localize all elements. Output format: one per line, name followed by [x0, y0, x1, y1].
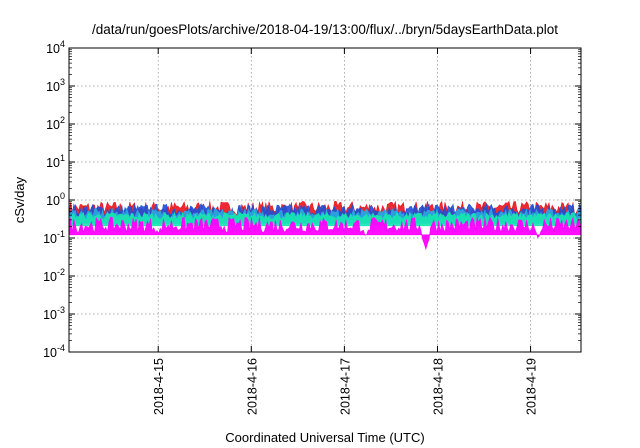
x-axis-label: Coordinated Universal Time (UTC) [225, 430, 424, 445]
y-tick-label: 102 [46, 115, 65, 132]
y-tick-label: 104 [46, 39, 65, 56]
y-tick-label: 103 [46, 77, 65, 94]
x-tick-label: 2018-4-16 [245, 358, 259, 415]
x-tick-label: 2018-4-17 [338, 358, 352, 415]
chart-title: /data/run/goesPlots/archive/2018-04-19/1… [92, 22, 558, 37]
x-tick-label: 2018-4-15 [152, 358, 166, 415]
x-axis-ticks: 2018-4-15 2018-4-16 2018-4-17 2018-4-18 2018… [152, 48, 539, 415]
y-tick-label: 10-1 [43, 229, 65, 246]
y-tick-label: 10-4 [43, 343, 65, 360]
series-band [68, 216, 582, 251]
y-tick-label: 101 [46, 153, 65, 170]
grid-lines [69, 48, 581, 352]
y-axis-label: cSv/day [12, 176, 27, 223]
x-tick-label: 2018-4-18 [431, 358, 445, 415]
y-tick-label: 10-2 [43, 267, 65, 284]
series-layer [68, 200, 582, 251]
x-tick-label: 2018-4-19 [525, 358, 539, 415]
y-axis-ticks: 10-4 10-3 10-2 10-1 100 101 102 103 104 [43, 39, 581, 360]
y-tick-label: 10-3 [43, 305, 65, 322]
y-tick-label: 100 [46, 191, 65, 208]
